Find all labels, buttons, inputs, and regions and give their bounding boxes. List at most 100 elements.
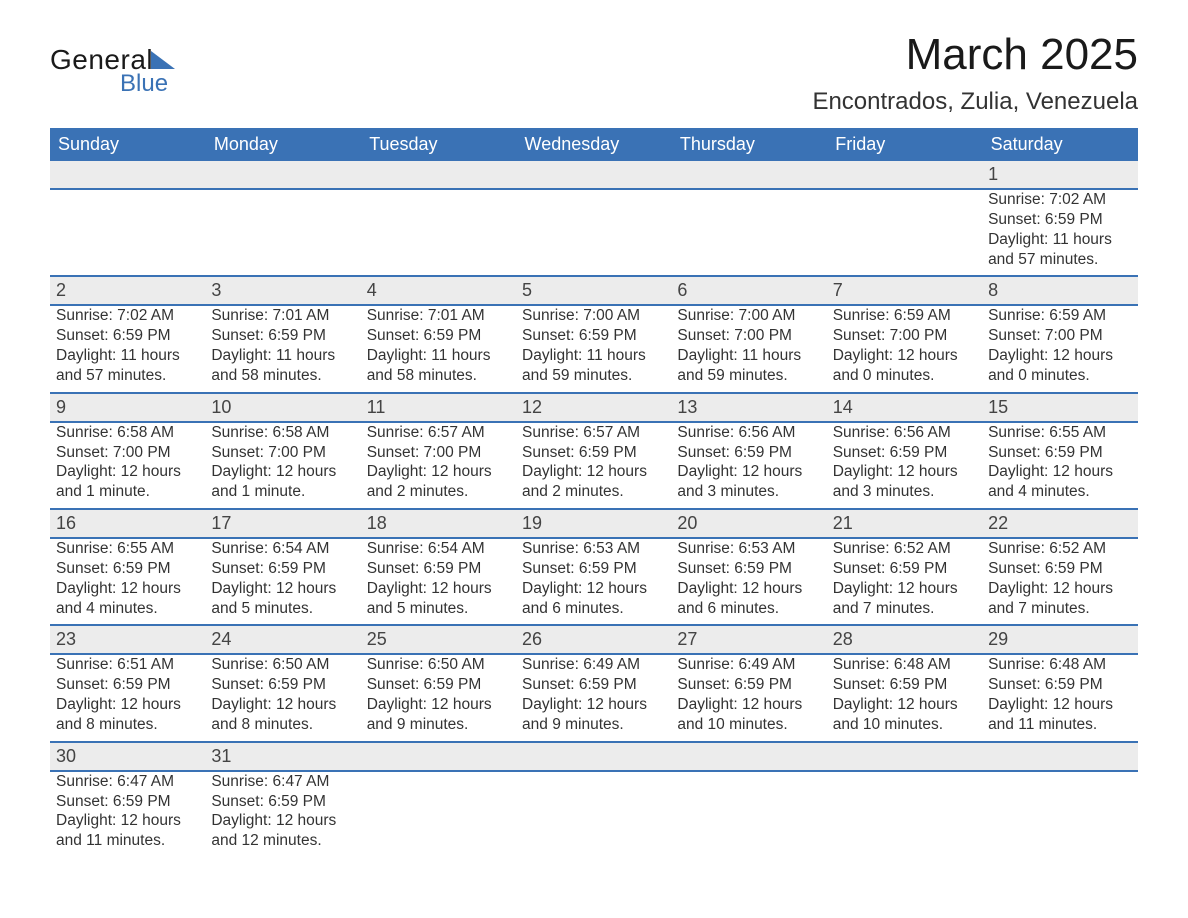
calendar-detail-cell: Sunrise: 6:52 AMSunset: 6:59 PMDaylight:…	[827, 538, 982, 625]
daylight-line1: Daylight: 11 hours	[56, 346, 199, 366]
calendar-detail-cell: Sunrise: 6:53 AMSunset: 6:59 PMDaylight:…	[671, 538, 826, 625]
daylight-line1: Daylight: 12 hours	[988, 346, 1131, 366]
calendar-detail-cell	[982, 771, 1137, 857]
daylight-line1: Daylight: 12 hours	[211, 695, 354, 715]
daylight-line2: and 3 minutes.	[677, 482, 820, 502]
calendar-daynum-cell: 31	[205, 742, 360, 771]
daylight-line2: and 7 minutes.	[833, 599, 976, 619]
brand-logo: General Blue	[50, 30, 175, 98]
daylight-line2: and 58 minutes.	[367, 366, 510, 386]
daylight-line2: and 59 minutes.	[677, 366, 820, 386]
calendar-daynum-row: 1	[50, 161, 1138, 189]
sunrise-text: Sunrise: 6:58 AM	[211, 423, 354, 443]
daylight-line2: and 58 minutes.	[211, 366, 354, 386]
calendar-daynum-cell: 8	[982, 276, 1137, 305]
sunrise-text: Sunrise: 6:53 AM	[677, 539, 820, 559]
calendar-detail-cell: Sunrise: 6:59 AMSunset: 7:00 PMDaylight:…	[827, 305, 982, 392]
daylight-line2: and 12 minutes.	[211, 831, 354, 851]
daylight-line2: and 6 minutes.	[522, 599, 665, 619]
calendar-detail-cell: Sunrise: 6:56 AMSunset: 6:59 PMDaylight:…	[671, 422, 826, 509]
day-header: Tuesday	[361, 128, 516, 161]
sunrise-text: Sunrise: 7:00 AM	[522, 306, 665, 326]
day-number: 29	[988, 629, 1008, 649]
day-number: 5	[522, 280, 532, 300]
daylight-line1: Daylight: 12 hours	[833, 462, 976, 482]
sunset-text: Sunset: 6:59 PM	[56, 559, 199, 579]
sunset-text: Sunset: 6:59 PM	[677, 675, 820, 695]
calendar-daynum-cell: 25	[361, 625, 516, 654]
calendar-detail-cell	[827, 189, 982, 276]
daylight-line1: Daylight: 12 hours	[211, 811, 354, 831]
daylight-line2: and 11 minutes.	[988, 715, 1131, 735]
daylight-line1: Daylight: 12 hours	[367, 462, 510, 482]
calendar-daynum-cell: 10	[205, 393, 360, 422]
calendar-detail-cell	[516, 771, 671, 857]
day-header: Friday	[827, 128, 982, 161]
daylight-line2: and 59 minutes.	[522, 366, 665, 386]
daylight-line2: and 9 minutes.	[367, 715, 510, 735]
day-number: 22	[988, 513, 1008, 533]
sunset-text: Sunset: 6:59 PM	[988, 675, 1131, 695]
sunrise-text: Sunrise: 6:49 AM	[522, 655, 665, 675]
day-number: 24	[211, 629, 231, 649]
sunset-text: Sunset: 6:59 PM	[988, 210, 1131, 230]
daylight-line1: Daylight: 12 hours	[211, 579, 354, 599]
day-number: 15	[988, 397, 1008, 417]
day-number: 11	[367, 397, 386, 417]
calendar-daynum-cell	[982, 742, 1137, 771]
sunset-text: Sunset: 7:00 PM	[56, 443, 199, 463]
day-number: 6	[677, 280, 687, 300]
calendar-detail-row: Sunrise: 7:02 AM Sunset: 6:59 PM Daylight:…	[50, 305, 1138, 392]
sunrise-text: Sunrise: 7:01 AM	[211, 306, 354, 326]
daylight-line1: Daylight: 12 hours	[522, 462, 665, 482]
daylight-line1: Daylight: 12 hours	[677, 462, 820, 482]
daylight-line2: and 57 minutes.	[988, 250, 1131, 270]
sunset-text: Sunset: 7:00 PM	[988, 326, 1131, 346]
sunset-text: Sunset: 6:59 PM	[211, 675, 354, 695]
daylight-line2: and 10 minutes.	[833, 715, 976, 735]
calendar-daynum-cell	[827, 161, 982, 189]
calendar-daynum-cell: 20	[671, 509, 826, 538]
daylight-line1: Daylight: 12 hours	[367, 695, 510, 715]
brand-triangle-icon	[151, 51, 175, 69]
calendar-detail-row: Sunrise: 6:51 AMSunset: 6:59 PMDaylight:…	[50, 654, 1138, 741]
day-number: 8	[988, 280, 998, 300]
sunrise-text: Sunrise: 6:47 AM	[211, 772, 354, 792]
calendar-detail-cell: Sunrise: 6:48 AMSunset: 6:59 PMDaylight:…	[827, 654, 982, 741]
day-number: 1	[988, 164, 998, 184]
sunset-text: Sunset: 6:59 PM	[833, 559, 976, 579]
sunrise-text: Sunrise: 6:51 AM	[56, 655, 199, 675]
calendar-detail-cell	[827, 771, 982, 857]
calendar-daynum-cell	[205, 161, 360, 189]
brand-name-part2: Blue	[120, 70, 175, 98]
daylight-line1: Daylight: 12 hours	[677, 579, 820, 599]
calendar-daynum-cell: 29	[982, 625, 1137, 654]
day-number: 13	[677, 397, 697, 417]
daylight-line2: and 3 minutes.	[833, 482, 976, 502]
daylight-line1: Daylight: 12 hours	[522, 695, 665, 715]
sunrise-text: Sunrise: 6:50 AM	[367, 655, 510, 675]
calendar-detail-cell: Sunrise: 6:49 AMSunset: 6:59 PMDaylight:…	[671, 654, 826, 741]
calendar-daynum-cell: 28	[827, 625, 982, 654]
calendar-daynum-cell: 30	[50, 742, 205, 771]
calendar-detail-row: Sunrise: 7:02 AMSunset: 6:59 PMDaylight:…	[50, 189, 1138, 276]
day-number: 4	[367, 280, 377, 300]
sunrise-text: Sunrise: 7:02 AM	[56, 306, 199, 326]
sunset-text: Sunset: 7:00 PM	[211, 443, 354, 463]
daylight-line2: and 8 minutes.	[211, 715, 354, 735]
calendar-daynum-cell	[516, 161, 671, 189]
sunset-text: Sunset: 6:59 PM	[56, 792, 199, 812]
calendar-daynum-row: 16171819202122	[50, 509, 1138, 538]
calendar-daynum-cell: 6	[671, 276, 826, 305]
calendar-detail-cell: Sunrise: 6:57 AMSunset: 7:00 PMDaylight:…	[361, 422, 516, 509]
day-number: 17	[211, 513, 231, 533]
day-number: 9	[56, 397, 66, 417]
sunset-text: Sunset: 6:59 PM	[211, 326, 354, 346]
daylight-line1: Daylight: 12 hours	[677, 695, 820, 715]
day-number: 16	[56, 513, 76, 533]
daylight-line2: and 7 minutes.	[988, 599, 1131, 619]
daylight-line1: Daylight: 12 hours	[56, 811, 199, 831]
calendar-daynum-cell: 17	[205, 509, 360, 538]
calendar-daynum-cell	[827, 742, 982, 771]
sunrise-text: Sunrise: 6:49 AM	[677, 655, 820, 675]
